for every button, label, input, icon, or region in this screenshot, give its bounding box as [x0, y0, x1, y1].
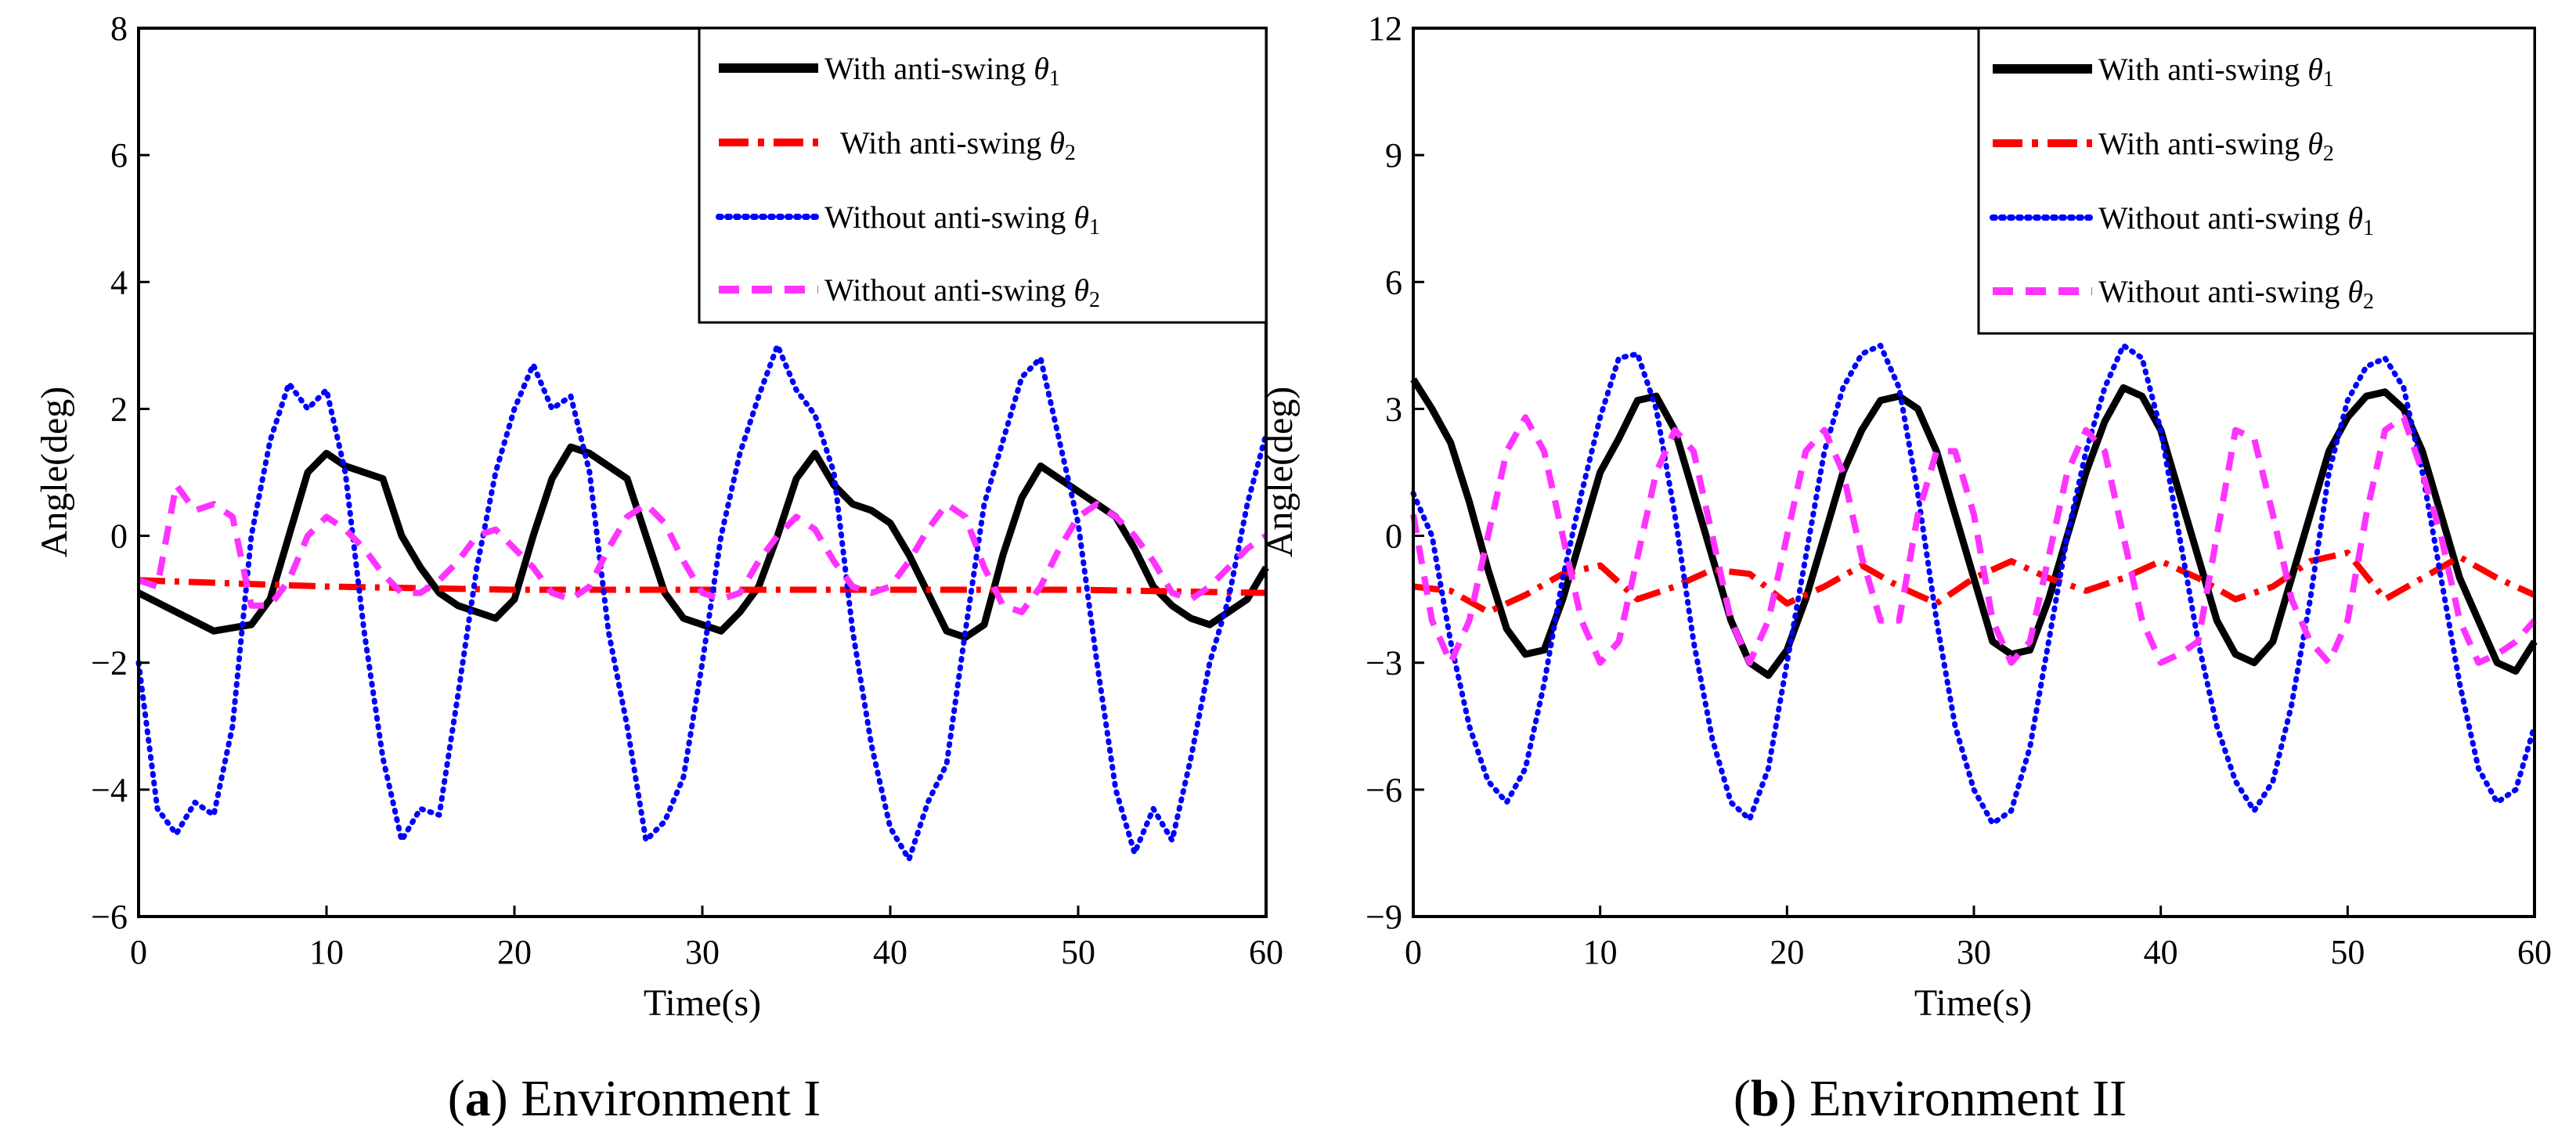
panel-b-xtick-label: 10: [1583, 933, 1618, 971]
legend-entry-with-theta2: With anti-swing θ2: [1993, 126, 2334, 166]
panel-a-xtick-label: 10: [309, 933, 344, 971]
panel-b-ytick-label: −9: [1366, 898, 1402, 936]
legend-entry-with-theta2: With anti-swing θ2: [719, 125, 1076, 165]
panel-a-ytick-label: 2: [110, 390, 128, 428]
panel-a-ticks-layer: 0 10 20 30 40 50 60 −6 −4 −2 0 2 4 6 8: [91, 9, 1283, 971]
panel-a-xtick-label: 30: [685, 933, 720, 971]
panel-a-ytick-label: 4: [110, 263, 128, 301]
panel-b-ytick-label: 3: [1385, 390, 1402, 428]
panel-b-xtick-label: 30: [1957, 933, 1991, 971]
panel-a-xtick-label: 20: [497, 933, 532, 971]
panel-b-xtick-label: 40: [2144, 933, 2178, 971]
legend-entry-with-theta1: With anti-swing θ1: [719, 51, 1060, 91]
panel-a-series-without-anti-swing-theta2: [137, 481, 1268, 615]
panel-a-ytick-label: 0: [110, 517, 128, 556]
panel-b-ytick-label: 12: [1368, 9, 1402, 48]
panel-b-ytick-label: 0: [1385, 517, 1402, 556]
legend-label-with-theta2: With anti-swing θ2: [2098, 126, 2334, 166]
panel-a-ytick-label: −2: [91, 644, 128, 683]
panel-b-xtick-label: 20: [1770, 933, 1804, 971]
panel-b-xtick-label: 0: [1405, 933, 1422, 971]
panel-b-legend: With anti-swing θ1 With anti-swing θ2 Wi…: [1977, 27, 2536, 335]
legend-entry-without-theta1: Without anti-swing θ1: [1990, 200, 2374, 240]
panel-b: 0 10 20 30 40 50 60 −9 −6 −3 0 3 6 9 12 Time(s) Angle(…: [1259, 9, 2552, 1127]
legend-label-without-theta1: Without anti-swing θ1: [2098, 200, 2374, 240]
legend-label-without-theta2: Without anti-swing θ2: [2098, 274, 2374, 314]
panel-b-caption: (b) Environment II: [1734, 1070, 2127, 1127]
legend-label-without-theta1: Without anti-swing θ1: [824, 200, 1100, 240]
panel-a-series-without-anti-swing-theta1: [135, 342, 1269, 863]
panel-a-series-with-anti-swing-theta1: [136, 443, 1269, 641]
panel-b-ticks-layer: 0 10 20 30 40 50 60 −9 −6 −3 0 3 6 9 12: [1366, 9, 2552, 971]
panel-a-xtick-label: 50: [1061, 933, 1095, 971]
panel-b-ylabel: Angle(deg): [1259, 387, 1301, 558]
panel-a-xtick-label: 60: [1249, 933, 1283, 971]
legend-label-with-theta1: With anti-swing θ1: [824, 51, 1060, 91]
panel-b-series-with-anti-swing-theta1: [1410, 377, 2538, 679]
legend-entry-without-theta2: Without anti-swing θ2: [1993, 274, 2374, 314]
panel-a-xtick-label: 0: [130, 933, 147, 971]
panel-a-ytick-label: 6: [110, 136, 128, 175]
legend-label-with-theta2: With anti-swing θ2: [840, 125, 1076, 165]
panel-a-ytick-label: −6: [91, 898, 128, 936]
legend-entry-without-theta1: Without anti-swing θ1: [716, 200, 1100, 240]
panel-b-ytick-label: 9: [1385, 136, 1402, 175]
panel-a-caption: (a) Environment I: [448, 1070, 821, 1127]
panel-a-legend-box: [698, 27, 1268, 324]
panel-b-series-layer: [1410, 342, 2538, 827]
panel-a-legend: With anti-swing θ1 With anti-swing θ2 Wi…: [698, 27, 1268, 324]
panel-b-xlabel: Time(s): [1914, 982, 2032, 1024]
panel-b-ytick-label: −3: [1366, 644, 1402, 683]
panel-a-series-layer: [135, 342, 1269, 863]
panel-b-xtick-label: 60: [2517, 933, 2552, 971]
panel-b-legend-box: [1977, 27, 2536, 335]
panel-b-series-without-anti-swing-theta1: [1410, 342, 2538, 827]
panel-b-ytick-label: 6: [1385, 263, 1402, 301]
panel-b-xtick-label: 50: [2330, 933, 2365, 971]
panel-a-ylabel: Angle(deg): [34, 387, 75, 558]
legend-label-with-theta1: With anti-swing θ1: [2098, 52, 2334, 92]
panel-a-xtick-label: 40: [873, 933, 907, 971]
panel-a-ytick-label: −4: [91, 771, 128, 809]
panel-b-series-without-anti-swing-theta2: [1410, 414, 2537, 666]
panel-a: 0 10 20 30 40 50 60 −6 −4 −2 0 2 4 6 8 Time(s) Angle(d…: [34, 9, 1283, 1127]
panel-b-series-with-anti-swing-theta2: [1412, 549, 2536, 615]
panel-a-xlabel: Time(s): [644, 982, 761, 1024]
legend-entry-with-theta1: With anti-swing θ1: [1993, 52, 2334, 92]
legend-label-without-theta2: Without anti-swing θ2: [824, 272, 1100, 312]
panel-a-ytick-label: 8: [110, 9, 128, 48]
panel-b-ytick-label: −6: [1366, 771, 1402, 809]
legend-entry-without-theta2: Without anti-swing θ2: [719, 272, 1100, 312]
